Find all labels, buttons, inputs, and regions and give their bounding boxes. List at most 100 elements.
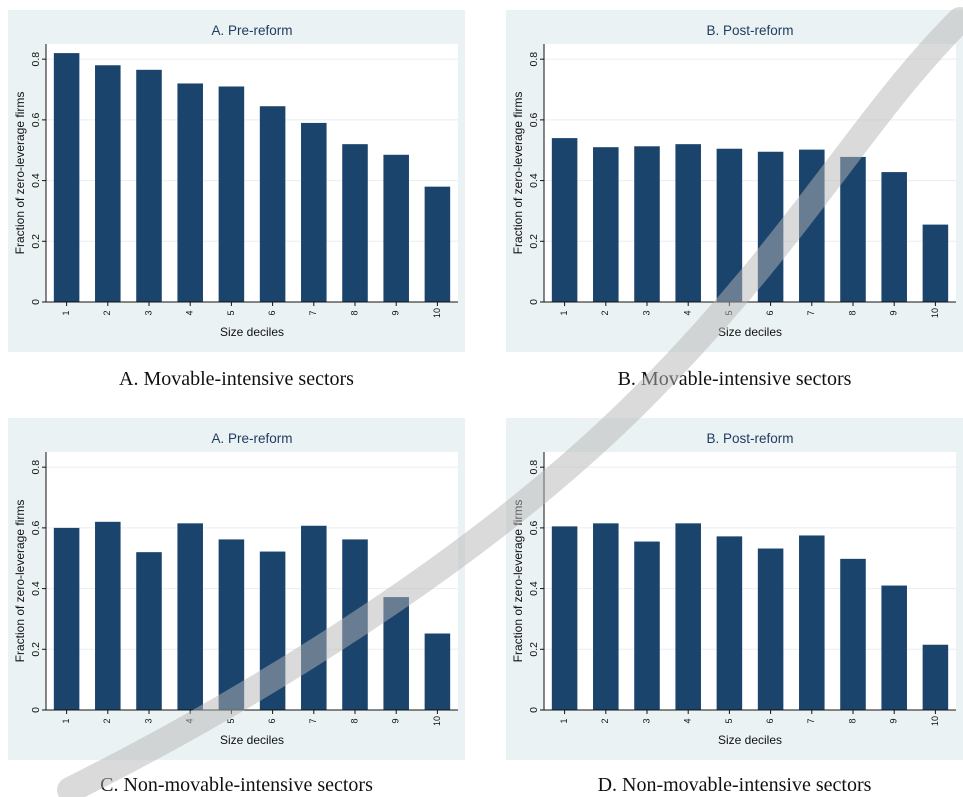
x-tick-label: 7 [308,718,318,723]
bar [799,149,825,302]
y-tick-label: 0 [30,299,42,305]
chart-svg-a: A. Pre-reform 0 0.2 0.4 0.6 0.8 1 2 3 4 5 6 7 8 9 10 Siz… [13,23,458,339]
x-tick-label: 7 [308,310,318,315]
bar [757,548,784,710]
x-tick-label: 1 [61,718,71,723]
chart-title: B. Post-reform [706,23,793,38]
y-tick-label: 0.2 [30,642,42,657]
x-tick-label: 2 [600,310,610,315]
y-tick-label: 0.4 [528,581,540,596]
y-tick-label: 0.8 [528,460,540,475]
y-tick-label: 0.8 [30,460,42,475]
y-tick-label: 0 [30,707,42,713]
chart-title: B. Post-reform [706,431,793,446]
chart-svg-d: B. Post-reform 0 0.2 0.4 0.6 0.8 1 2 3 4 5 6 7 8 9 10 Si… [511,431,956,747]
x-tick-label: 5 [226,718,236,723]
caption-c: C. Non-movable-intensive sectors [100,774,373,796]
bar [383,597,409,710]
x-tick-label: 6 [765,718,775,723]
bar [383,154,409,302]
x-tick-label: 2 [600,718,610,723]
y-axis-label: Fraction of zero-leverage firms [511,92,525,255]
bar [675,144,701,302]
chart-panel-a: A. Pre-reform 0 0.2 0.4 0.6 0.8 1 2 3 4 5 6 7 8 9 10 Siz… [8,10,465,352]
bar [177,523,203,710]
x-tick-label: 7 [806,718,816,723]
y-tick-label: 0.6 [528,112,540,127]
y-tick-label: 0 [528,299,540,305]
y-tick-label: 0 [528,707,540,713]
x-tick-label: 8 [349,718,359,723]
x-tick-label: 6 [765,310,775,315]
x-axis-label: Size deciles [718,733,782,747]
bar [634,146,660,302]
x-tick-label: 9 [391,718,401,723]
bar [881,172,907,302]
x-tick-label: 5 [226,310,236,315]
x-tick-label: 9 [391,310,401,315]
x-tick-label: 8 [847,718,857,723]
chart-panel-c: A. Pre-reform 0 0.2 0.4 0.6 0.8 1 2 3 4 5 6 7 8 9 10 Siz… [8,418,465,760]
x-tick-label: 10 [432,716,442,726]
x-tick-label: 8 [847,310,857,315]
x-tick-label: 4 [683,718,693,723]
y-tick-label: 0.2 [528,234,540,249]
chart-panel-d: B. Post-reform 0 0.2 0.4 0.6 0.8 1 2 3 4 5 6 7 8 9 10 Si… [506,418,963,760]
x-tick-label: 10 [930,308,940,318]
bar [136,552,162,710]
y-tick-label: 0.4 [30,173,42,188]
x-axis-label: Size deciles [220,325,284,339]
y-axis-label: Fraction of zero-leverage firms [511,500,525,663]
caption-a: A. Movable-intensive sectors [119,368,354,390]
bar [53,527,80,710]
y-tick-label: 0.6 [30,520,42,535]
bar [218,86,245,303]
bar [757,151,784,302]
x-tick-label: 4 [185,310,195,315]
bar [301,525,327,710]
y-tick-label: 0.4 [30,581,42,596]
bar [593,147,619,302]
bar [218,539,245,710]
x-tick-label: 5 [724,718,734,723]
bar [95,65,121,302]
bar [342,144,368,302]
x-tick-label: 9 [889,310,899,315]
y-tick-label: 0.8 [528,52,540,67]
bar [675,523,701,710]
chart-title: A. Pre-reform [211,23,292,38]
chart-svg-b: B. Post-reform 0 0.2 0.4 0.6 0.8 1 2 3 4 5 6 7 8 9 10 Si… [511,23,956,339]
x-tick-label: 2 [102,310,112,315]
bar [922,644,949,710]
y-tick-label: 0.8 [30,52,42,67]
bar [881,585,907,710]
y-axis-label: Fraction of zero-leverage firms [13,92,27,255]
bar [922,224,949,302]
x-tick-label: 4 [683,310,693,315]
bar [840,156,866,302]
chart-panel-b: B. Post-reform 0 0.2 0.4 0.6 0.8 1 2 3 4 5 6 7 8 9 10 Si… [506,10,963,352]
bar [259,106,286,302]
x-tick-label: 8 [349,310,359,315]
x-tick-label: 6 [267,310,277,315]
caption-b: B. Movable-intensive sectors [617,368,852,390]
x-tick-label: 3 [641,310,651,315]
bar [342,539,368,710]
y-tick-label: 0.4 [528,173,540,188]
x-tick-label: 3 [143,718,153,723]
x-tick-label: 6 [267,718,277,723]
x-tick-label: 10 [432,308,442,318]
bar [136,69,162,302]
y-axis-label: Fraction of zero-leverage firms [13,500,27,663]
x-tick-label: 7 [806,310,816,315]
x-tick-label: 3 [641,718,651,723]
bar [551,138,578,302]
chart-title: A. Pre-reform [211,431,292,446]
x-tick-label: 4 [185,718,195,723]
y-tick-label: 0.2 [30,234,42,249]
bar [95,521,121,710]
x-tick-label: 9 [889,718,899,723]
bar [593,523,619,710]
x-axis-label: Size deciles [718,325,782,339]
bar [716,536,743,710]
